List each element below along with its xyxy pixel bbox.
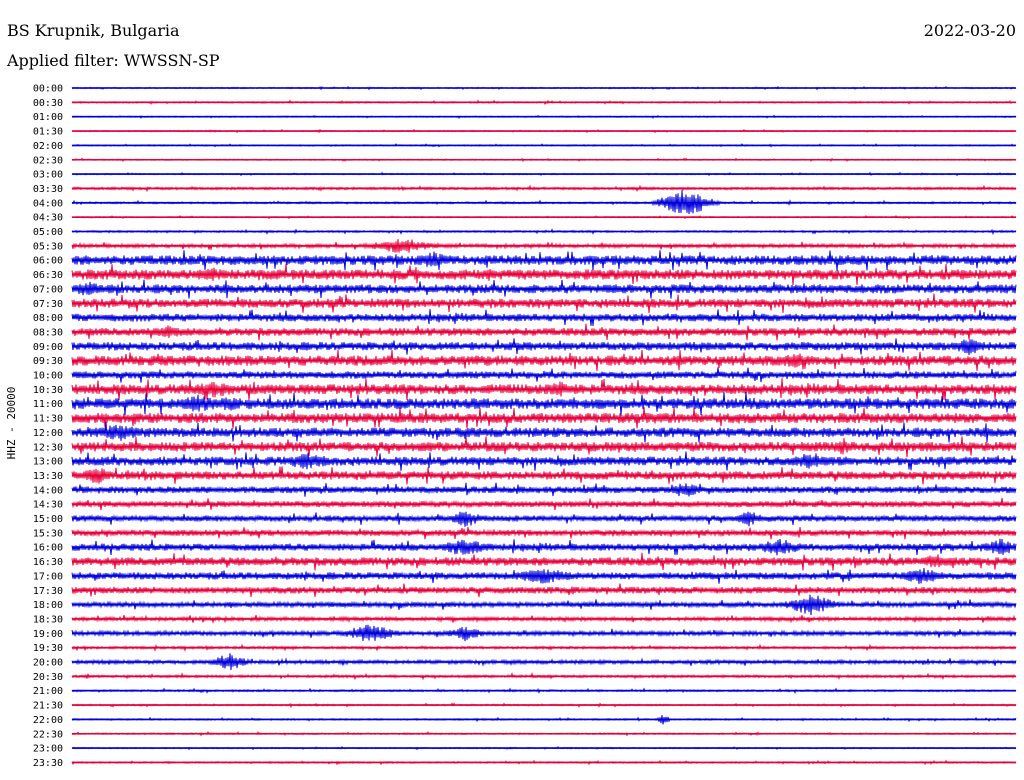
trace-rows: 00:00 00:30 01:00 01:30 02:00 02:30 03:00 03:30… xyxy=(33,84,1017,769)
time-tick-label: 16:00 xyxy=(33,543,63,554)
time-tick-label: 21:30 xyxy=(33,701,63,712)
y-axis-label: HHZ - 20000 xyxy=(5,387,18,460)
time-tick-label: 22:30 xyxy=(33,729,63,740)
trace-line xyxy=(71,451,1017,471)
time-tick-label: 23:00 xyxy=(33,744,63,755)
time-tick-label: 03:30 xyxy=(33,184,63,195)
trace-line xyxy=(71,552,1017,571)
trace-line xyxy=(71,511,1017,527)
time-tick-label: 08:00 xyxy=(33,313,63,324)
time-tick-label: 18:30 xyxy=(33,614,63,625)
time-tick-label: 22:00 xyxy=(33,715,63,726)
time-tick-label: 06:00 xyxy=(33,256,63,267)
trace-line xyxy=(71,421,1017,443)
time-tick-label: 01:30 xyxy=(33,127,63,138)
time-tick-label: 07:30 xyxy=(33,299,63,310)
date-label: 2022-03-20 xyxy=(924,21,1016,40)
time-tick-label: 20:00 xyxy=(33,658,63,669)
time-tick-label: 06:30 xyxy=(33,270,63,281)
trace-line xyxy=(71,406,1017,429)
time-tick-label: 14:00 xyxy=(33,485,63,496)
station-title: BS Krupnik, Bulgaria xyxy=(7,21,180,40)
filter-label: Applied filter: WWSSN-SP xyxy=(6,51,220,70)
time-tick-label: 15:00 xyxy=(33,514,63,525)
time-tick-label: 23:30 xyxy=(33,758,63,769)
time-tick-label: 11:00 xyxy=(33,399,63,410)
time-tick-label: 17:30 xyxy=(33,586,63,597)
time-tick-label: 07:00 xyxy=(33,284,63,295)
time-tick-label: 02:00 xyxy=(33,141,63,152)
time-tick-label: 12:00 xyxy=(33,428,63,439)
time-tick-label: 05:00 xyxy=(33,227,63,238)
time-tick-label: 09:00 xyxy=(33,342,63,353)
trace-line xyxy=(71,279,1017,299)
time-tick-label: 05:30 xyxy=(33,241,63,252)
trace-line xyxy=(71,323,1017,341)
trace-line xyxy=(71,466,1017,485)
time-tick-label: 18:00 xyxy=(33,600,63,611)
time-tick-label: 15:30 xyxy=(33,528,63,539)
time-tick-label: 02:30 xyxy=(33,155,63,166)
time-tick-label: 00:00 xyxy=(33,84,63,95)
time-tick-label: 19:30 xyxy=(33,643,63,654)
time-tick-label: 12:30 xyxy=(33,442,63,453)
trace-line xyxy=(71,239,1017,253)
time-tick-label: 04:30 xyxy=(33,213,63,224)
time-tick-label: 21:00 xyxy=(33,686,63,697)
time-tick-label: 04:00 xyxy=(33,198,63,209)
time-tick-label: 09:30 xyxy=(33,356,63,367)
time-tick-label: 00:30 xyxy=(33,98,63,109)
time-tick-label: 14:30 xyxy=(33,500,63,511)
trace-line xyxy=(71,378,1017,401)
time-tick-label: 08:30 xyxy=(33,327,63,338)
time-tick-label: 19:00 xyxy=(33,629,63,640)
time-tick-label: 10:30 xyxy=(33,385,63,396)
time-tick-label: 13:30 xyxy=(33,471,63,482)
trace-line xyxy=(71,391,1017,416)
time-tick-label: 03:00 xyxy=(33,170,63,181)
time-tick-label: 20:30 xyxy=(33,672,63,683)
time-tick-label: 10:00 xyxy=(33,371,63,382)
time-tick-label: 17:00 xyxy=(33,571,63,582)
time-tick-label: 11:30 xyxy=(33,414,63,425)
time-tick-label: 01:00 xyxy=(33,112,63,123)
time-tick-label: 13:00 xyxy=(33,457,63,468)
trace-line xyxy=(71,250,1017,271)
time-tick-label: 16:30 xyxy=(33,557,63,568)
